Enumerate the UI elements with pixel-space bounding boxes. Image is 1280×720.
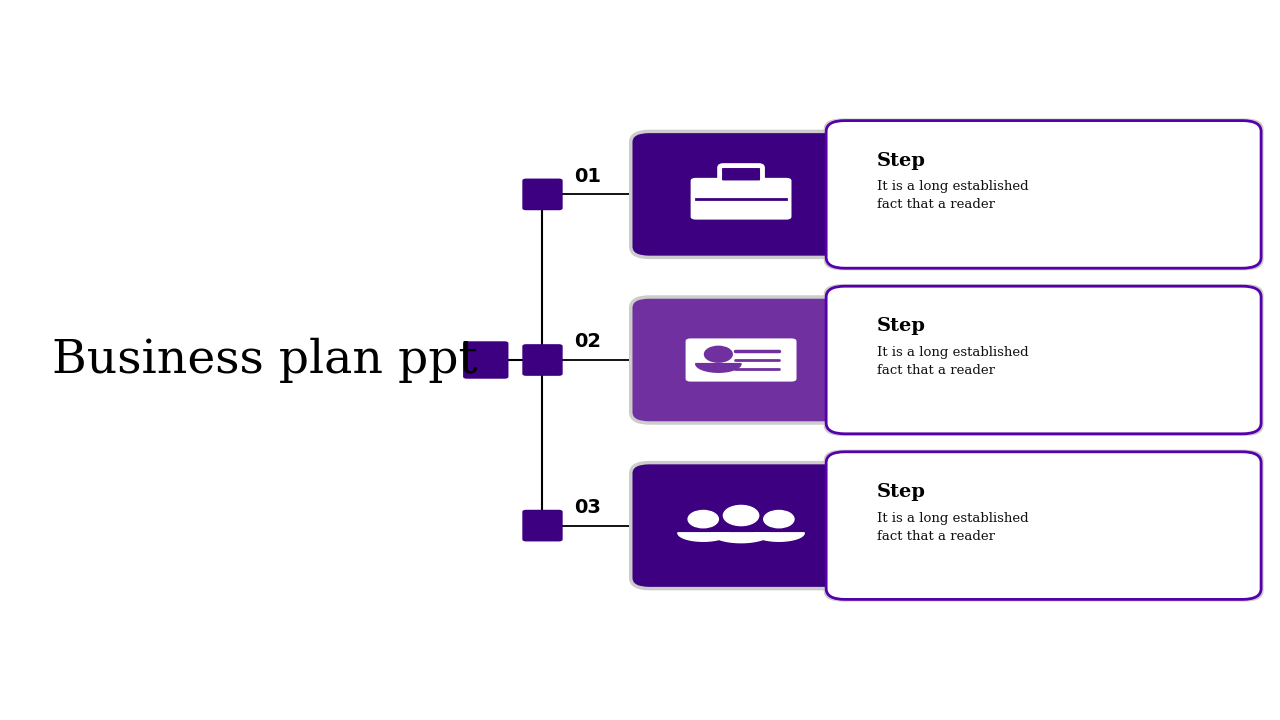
FancyBboxPatch shape [691, 178, 791, 220]
FancyBboxPatch shape [826, 287, 1261, 433]
FancyBboxPatch shape [823, 449, 1263, 601]
Text: It is a long established
fact that a reader: It is a long established fact that a rea… [877, 511, 1028, 543]
Circle shape [689, 510, 718, 528]
FancyBboxPatch shape [823, 284, 1263, 436]
Text: 01: 01 [573, 167, 602, 186]
FancyBboxPatch shape [463, 341, 508, 379]
Text: It is a long established
fact that a reader: It is a long established fact that a rea… [877, 346, 1028, 377]
FancyBboxPatch shape [719, 166, 763, 183]
Circle shape [764, 510, 794, 528]
Polygon shape [712, 533, 771, 543]
Text: Step: Step [877, 152, 925, 170]
FancyBboxPatch shape [522, 510, 563, 541]
FancyBboxPatch shape [631, 132, 851, 258]
FancyBboxPatch shape [631, 297, 851, 423]
Polygon shape [695, 364, 741, 372]
Text: 03: 03 [573, 498, 600, 517]
FancyBboxPatch shape [686, 338, 796, 382]
Text: Business plan ppt: Business plan ppt [52, 338, 477, 382]
Polygon shape [678, 533, 728, 541]
Text: It is a long established
fact that a reader: It is a long established fact that a rea… [877, 180, 1028, 212]
Polygon shape [754, 533, 804, 541]
Text: Step: Step [877, 483, 925, 501]
FancyBboxPatch shape [826, 452, 1261, 599]
Text: Step: Step [877, 318, 925, 336]
FancyBboxPatch shape [823, 119, 1263, 271]
Circle shape [704, 346, 732, 362]
FancyBboxPatch shape [522, 344, 563, 376]
FancyBboxPatch shape [522, 179, 563, 210]
FancyBboxPatch shape [631, 463, 851, 589]
Text: 02: 02 [573, 333, 602, 351]
FancyBboxPatch shape [826, 121, 1261, 269]
Circle shape [723, 505, 759, 526]
